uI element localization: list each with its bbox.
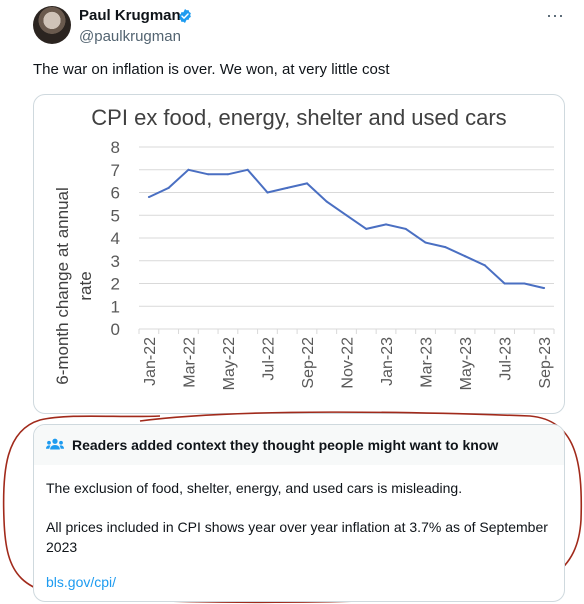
data-point xyxy=(464,255,467,258)
data-point xyxy=(226,173,229,176)
more-options-icon[interactable]: ⋯ xyxy=(546,6,565,26)
y-tick-label: 7 xyxy=(111,161,120,180)
data-point xyxy=(266,191,269,194)
author-name[interactable]: Paul Krugman xyxy=(79,7,181,24)
x-tick-label: Mar-23 xyxy=(419,337,436,388)
data-point xyxy=(483,264,486,267)
y-axis-label: 6-month change at annual rate xyxy=(53,187,95,385)
x-tick-label: May-23 xyxy=(458,337,475,390)
community-note-link[interactable]: bls.gov/cpi/ xyxy=(46,574,117,590)
data-point xyxy=(286,186,289,189)
community-note-text: All prices included in CPI shows year ov… xyxy=(46,519,548,555)
x-tick-label: Jan-23 xyxy=(379,337,396,386)
data-point xyxy=(305,182,308,185)
x-tick-label: Jul-22 xyxy=(260,337,277,381)
chart-image[interactable]: CPI ex food, energy, shelter and used ca… xyxy=(33,94,565,414)
data-point xyxy=(543,287,546,290)
data-point xyxy=(187,168,190,171)
x-tick-label: Jan-22 xyxy=(142,337,159,386)
data-point xyxy=(444,246,447,249)
x-tick-label: Sep-23 xyxy=(537,337,554,389)
y-tick-label: 8 xyxy=(111,138,120,157)
chart-title: CPI ex food, energy, shelter and used ca… xyxy=(91,105,506,130)
data-point xyxy=(523,282,526,285)
tweet-text: The war on inflation is over. We won, at… xyxy=(33,61,390,78)
data-point xyxy=(385,223,388,226)
community-note: Readers added context they thought peopl… xyxy=(33,424,565,602)
data-point xyxy=(246,168,249,171)
community-note-header: Readers added context they thought peopl… xyxy=(34,425,564,465)
x-tick-label: Jul-23 xyxy=(498,337,515,381)
y-tick-label: 1 xyxy=(111,297,120,316)
y-tick-label: 6 xyxy=(111,184,120,203)
x-tick-label: Nov-22 xyxy=(340,337,357,389)
x-tick-label: Sep-22 xyxy=(300,337,317,389)
community-note-title: Readers added context they thought peopl… xyxy=(72,437,499,453)
people-icon xyxy=(46,438,64,450)
data-point xyxy=(503,282,506,285)
x-tick-label: Mar-22 xyxy=(181,337,198,388)
data-point xyxy=(325,200,328,203)
community-note-text: The exclusion of food, shelter, energy, … xyxy=(46,480,463,496)
line-chart: CPI ex food, energy, shelter and used ca… xyxy=(53,105,555,390)
y-tick-label: 3 xyxy=(111,252,120,271)
verified-badge-icon xyxy=(179,9,191,23)
data-point xyxy=(147,196,150,199)
y-tick-label: 5 xyxy=(111,206,120,225)
x-tick-label: May-22 xyxy=(221,337,238,390)
y-tick-label: 2 xyxy=(111,275,120,294)
y-tick-label: 0 xyxy=(111,320,120,339)
y-tick-label: 4 xyxy=(111,229,120,248)
data-point xyxy=(207,173,210,176)
data-point xyxy=(167,186,170,189)
data-point xyxy=(365,227,368,230)
author-handle[interactable]: @paulkrugman xyxy=(79,28,181,45)
data-point xyxy=(345,214,348,217)
author-avatar[interactable] xyxy=(33,6,71,44)
data-point xyxy=(404,227,407,230)
data-point xyxy=(424,241,427,244)
